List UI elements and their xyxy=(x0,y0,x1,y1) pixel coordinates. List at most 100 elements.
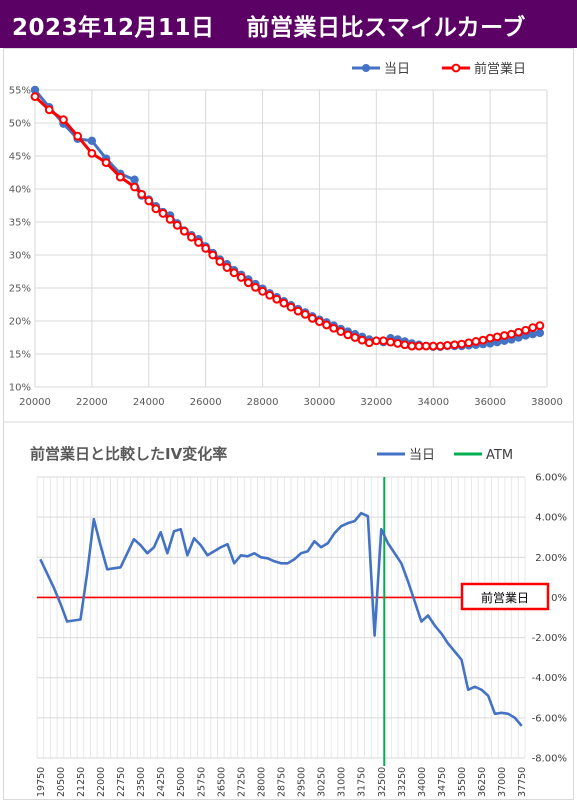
y-tick-label: 50% xyxy=(9,119,31,130)
x-tick-label: 37750 xyxy=(517,767,528,797)
data-point-prev-day xyxy=(478,335,488,345)
y-tick-label: 25% xyxy=(9,284,31,295)
data-point-prev-day xyxy=(236,273,246,282)
x-tick-label: 28000 xyxy=(247,397,279,408)
x-tick-label: 37000 xyxy=(497,767,508,797)
x-tick-label: 31000 xyxy=(337,767,348,797)
x-tick-label: 22000 xyxy=(76,397,108,408)
data-point-prev-day xyxy=(187,232,196,242)
data-point-prev-day xyxy=(293,306,303,316)
legend-marker xyxy=(362,64,370,72)
x-tick-label: 34000 xyxy=(417,397,449,408)
data-point-prev-day xyxy=(364,338,374,348)
x-tick-label: 28750 xyxy=(277,767,288,797)
x-tick-label: 22000 xyxy=(96,767,107,797)
data-point-prev-day xyxy=(151,204,161,214)
chart-title: 前営業日と比較したIV変化率 xyxy=(30,445,227,463)
data-point-prev-day xyxy=(300,310,310,319)
x-tick-label: 23500 xyxy=(136,767,147,797)
y-tick-label: 40% xyxy=(9,185,31,196)
data-point-prev-day xyxy=(329,323,339,333)
legend-marker xyxy=(451,63,461,73)
x-tick-label: 36000 xyxy=(474,397,506,408)
x-tick-label: 33250 xyxy=(397,767,408,797)
x-tick-label: 20500 xyxy=(56,767,67,797)
x-tick-label: 34750 xyxy=(437,767,448,797)
x-tick-label: 20000 xyxy=(19,397,51,408)
x-tick-label: 30250 xyxy=(317,767,328,797)
data-point-today xyxy=(87,136,97,146)
data-point-prev-day xyxy=(179,226,189,236)
x-tick-label: 28000 xyxy=(256,767,267,797)
data-point-today xyxy=(535,328,545,338)
x-tick-label: 31750 xyxy=(357,767,368,797)
data-point-prev-day xyxy=(421,341,431,351)
y-tick-label: 4.00% xyxy=(535,513,567,524)
data-point-prev-day xyxy=(201,244,211,253)
x-tick-label: 32500 xyxy=(377,767,388,797)
x-tick-label: 25750 xyxy=(196,767,207,797)
data-point-prev-day xyxy=(115,172,125,182)
data-point-prev-day xyxy=(322,320,331,330)
data-point-prev-day xyxy=(101,158,111,168)
data-point-prev-day xyxy=(393,339,403,348)
data-point-prev-day xyxy=(336,327,346,336)
x-tick-label: 32000 xyxy=(360,397,392,408)
data-point-prev-day xyxy=(371,336,381,346)
data-point-prev-day xyxy=(485,333,495,343)
data-point-prev-day xyxy=(499,331,509,340)
data-point-prev-day xyxy=(172,220,182,230)
data-point-prev-day xyxy=(158,209,168,218)
data-point-prev-day xyxy=(44,105,54,115)
data-point-prev-day xyxy=(59,115,68,125)
reference-label-box xyxy=(460,582,550,611)
data-point-prev-day xyxy=(528,323,538,333)
y-tick-label: 0% xyxy=(551,593,567,604)
data-point-prev-day xyxy=(130,182,139,192)
data-point-prev-day xyxy=(457,339,467,349)
data-point-prev-day xyxy=(357,335,367,345)
page-title: 2023年12月11日 前営業日比スマイルカーブ xyxy=(12,15,526,41)
data-point-prev-day xyxy=(386,337,395,347)
data-point-prev-day xyxy=(229,268,239,278)
x-tick-label: 29500 xyxy=(297,767,308,797)
y-tick-label: -4.00% xyxy=(532,673,567,684)
data-point-prev-day xyxy=(443,341,452,350)
data-point-prev-day xyxy=(521,325,531,335)
x-tick-label: 34000 xyxy=(417,767,428,797)
data-point-prev-day xyxy=(400,340,410,350)
legend-label: ATM xyxy=(486,448,513,463)
data-point-today xyxy=(130,175,139,184)
y-tick-label: -2.00% xyxy=(532,633,567,644)
data-point-prev-day xyxy=(279,298,289,308)
x-tick-label: 38000 xyxy=(531,397,563,408)
y-tick-label: 55% xyxy=(9,86,31,97)
data-point-prev-day xyxy=(208,250,218,260)
data-point-prev-day xyxy=(243,278,253,288)
y-tick-label: 6.00% xyxy=(535,473,567,484)
y-tick-label: 20% xyxy=(9,317,31,328)
data-point-prev-day xyxy=(379,336,388,346)
data-point-prev-day xyxy=(428,341,438,351)
data-point-prev-day xyxy=(258,286,267,296)
legend-label: 前営業日 xyxy=(474,61,526,77)
series-line-today xyxy=(39,511,523,727)
legend-label: 当日 xyxy=(409,448,435,463)
data-point-prev-day xyxy=(307,313,317,323)
data-point-prev-day xyxy=(272,294,282,304)
data-point-prev-day xyxy=(73,131,83,141)
data-point-prev-day xyxy=(194,238,203,247)
data-point-prev-day xyxy=(215,257,225,267)
data-point-prev-day xyxy=(514,327,523,337)
x-tick-label: 35500 xyxy=(457,767,468,797)
legend-label: 当日 xyxy=(384,62,410,77)
data-point-prev-day xyxy=(407,341,417,351)
data-point-prev-day xyxy=(450,340,459,350)
y-tick-label: 30% xyxy=(9,251,31,262)
x-tick-label: 36250 xyxy=(477,767,488,797)
y-tick-label: -8.00% xyxy=(532,754,567,765)
data-point-prev-day xyxy=(507,329,516,339)
x-tick-label: 26000 xyxy=(190,397,222,408)
data-point-prev-day xyxy=(286,302,296,312)
